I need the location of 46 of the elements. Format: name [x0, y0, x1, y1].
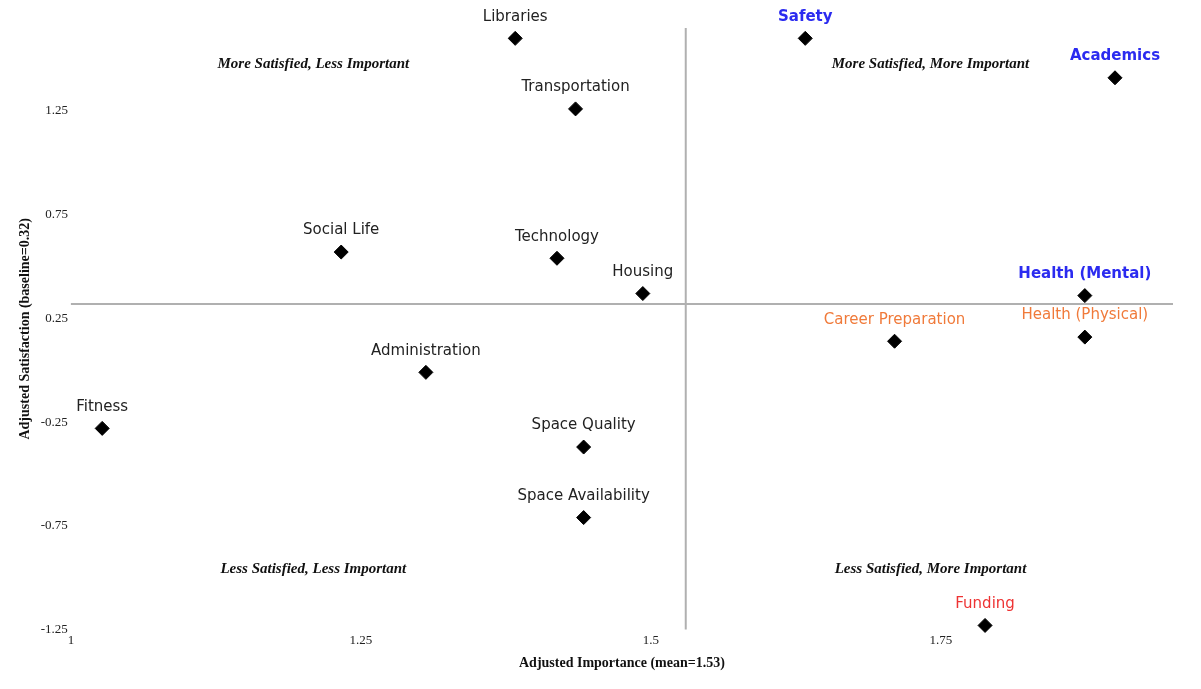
y-tick-label: 0.75 — [45, 206, 68, 222]
data-label: Space Availability — [517, 485, 650, 504]
x-tick-label: 1 — [67, 631, 75, 647]
data-label: Housing — [612, 261, 674, 280]
point — [333, 244, 349, 260]
y-tick-label: -0.25 — [40, 413, 68, 429]
point — [576, 510, 592, 526]
data-label: Safety — [777, 6, 833, 25]
point — [576, 439, 592, 455]
data-label: Space Quality — [531, 415, 636, 434]
point — [1107, 70, 1123, 86]
data-label: Transportation — [520, 77, 630, 96]
x-tick-label: 1.25 — [349, 631, 373, 647]
annotation: More Satisfied, More Important — [830, 54, 1031, 71]
point — [1077, 329, 1093, 345]
point — [977, 617, 993, 633]
y-tick-label: -1.25 — [40, 621, 68, 637]
x-tick-label: 1.75 — [929, 631, 953, 647]
data-label: Administration — [371, 340, 481, 359]
data-label: Health (Mental) — [1018, 264, 1152, 282]
data-label: Career Preparation — [823, 309, 966, 328]
point — [94, 420, 110, 436]
point — [418, 364, 434, 380]
annotation: Less Satisfied, More Important — [833, 560, 1028, 577]
point — [635, 286, 651, 302]
x-axis-title: Adjusted Importance (mean=1.53) — [518, 655, 726, 672]
point — [568, 101, 584, 117]
data-label: Libraries — [482, 6, 548, 25]
data-label: Health (Physical) — [1021, 305, 1149, 324]
annotation: Less Satisfied, Less Important — [219, 560, 408, 577]
data-label: Fitness — [76, 396, 129, 415]
point — [887, 333, 903, 349]
point — [549, 250, 565, 266]
annotation: More Satisfied, Less Important — [216, 54, 411, 71]
y-axis-title: Adjusted Satisfaction (baseline=0.32) — [17, 217, 34, 440]
data-label: Academics — [1069, 46, 1161, 65]
point — [507, 30, 523, 46]
data-label: Technology — [513, 226, 600, 245]
y-tick-label: -0.75 — [40, 517, 68, 533]
point — [1077, 288, 1093, 304]
point — [797, 30, 813, 46]
y-tick-label: 0.25 — [45, 309, 68, 325]
x-tick-label: 1.5 — [642, 631, 660, 647]
y-tick-label: 1.25 — [45, 102, 68, 118]
data-label: Funding — [955, 593, 1015, 612]
data-label: Social Life — [303, 220, 380, 239]
